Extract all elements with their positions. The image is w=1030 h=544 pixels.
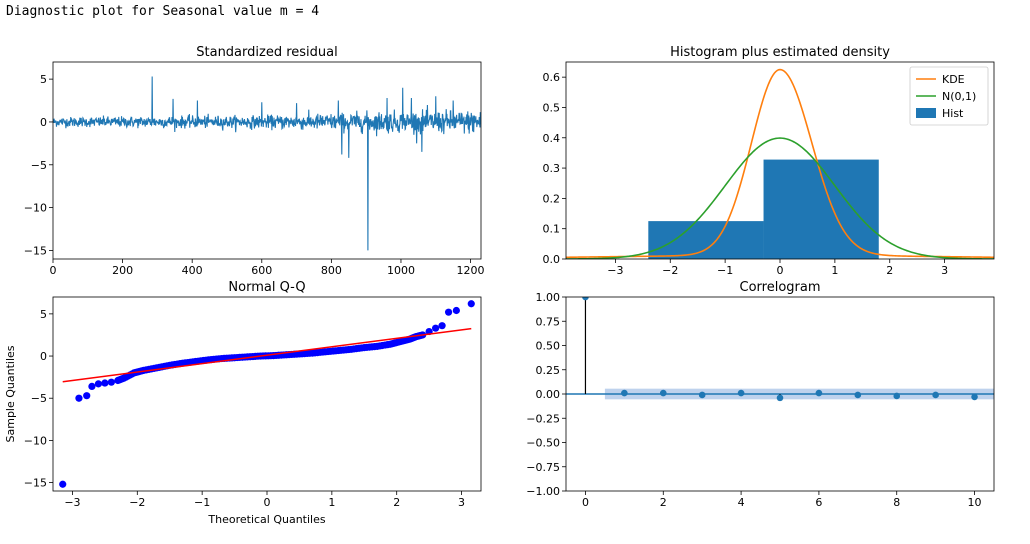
x-tick-label: −2 (662, 264, 678, 277)
y-tick-label: 1.00 (536, 291, 561, 304)
x-tick-label: 1 (831, 264, 838, 277)
qq-point (453, 307, 460, 314)
legend-label: KDE (942, 73, 965, 86)
acf-marker (855, 392, 862, 399)
x-tick-label: 2 (393, 496, 400, 509)
y-tick-label: −0.75 (526, 461, 560, 474)
qq-point (83, 392, 90, 399)
plot-frame (53, 62, 481, 259)
x-tick-label: 3 (941, 264, 948, 277)
x-tick-label: −1 (194, 496, 210, 509)
qq-point (101, 379, 108, 386)
y-tick-label: −5 (31, 159, 47, 172)
qq-point (468, 300, 475, 307)
x-tick-label: −1 (717, 264, 733, 277)
y-tick-label: 0.3 (543, 162, 561, 175)
y-tick-label: −5 (31, 392, 47, 405)
qq-reference-line (63, 329, 472, 382)
y-tick-label: −0.25 (526, 412, 560, 425)
qq-point (59, 481, 66, 488)
x-tick-label: 800 (321, 264, 342, 277)
x-tick-label: 2 (660, 496, 667, 509)
y-tick-label: −15 (24, 477, 47, 490)
y-tick-label: 5 (40, 308, 47, 321)
x-tick-label: 2 (886, 264, 893, 277)
legend-label: N(0,1) (942, 90, 976, 103)
histogram-density-panel: −3 −2 −1 0 1 2 3 0.0 0.1 0.2 0.3 0.4 0.5 0.6 Histogram… (543, 45, 995, 277)
x-tick-label: 0 (777, 264, 784, 277)
acf-marker (893, 393, 900, 400)
x-tick-label: 1 (328, 496, 335, 509)
y-tick-label: 0.50 (536, 340, 561, 353)
y-tick-label: −10 (24, 202, 47, 215)
legend-label: Hist (942, 107, 964, 120)
x-tick-label: 6 (815, 496, 822, 509)
acf-marker (660, 390, 667, 397)
y-tick-label: 5 (40, 73, 47, 86)
y-tick-label: 0.4 (543, 132, 561, 145)
qq-point (108, 379, 115, 386)
x-axis-label: Theoretical Quantiles (207, 513, 325, 526)
y-tick-label: −15 (24, 244, 47, 257)
qq-point (88, 383, 95, 390)
y-tick-label: −0.50 (526, 437, 560, 450)
y-tick-label: 0 (40, 116, 47, 129)
plot-title: Standardized residual (196, 45, 337, 60)
acf-marker (777, 395, 784, 402)
qq-point (75, 395, 82, 402)
plot-title: Histogram plus estimated density (670, 45, 890, 60)
y-tick-label: 0.6 (543, 71, 561, 84)
y-tick-label: 0.75 (536, 315, 561, 328)
acf-marker (932, 392, 939, 399)
y-tick-label: 0.25 (536, 364, 561, 377)
acf-marker (621, 390, 628, 397)
qq-point (432, 325, 439, 332)
x-tick-label: 3 (458, 496, 465, 509)
acf-marker (816, 390, 823, 397)
x-tick-label: −3 (607, 264, 623, 277)
x-tick-label: 1000 (387, 264, 415, 277)
y-axis-label: Sample Quantiles (4, 345, 17, 442)
acf-marker (738, 390, 745, 397)
x-tick-label: 400 (182, 264, 203, 277)
x-tick-label: 1200 (457, 264, 485, 277)
x-tick-label: 4 (738, 496, 745, 509)
x-tick-label: 10 (968, 496, 982, 509)
y-tick-label: 0.0 (543, 253, 561, 266)
qq-point (445, 309, 452, 316)
x-tick-label: 200 (112, 264, 133, 277)
qq-point (438, 322, 445, 329)
y-tick-label: 0.00 (536, 388, 561, 401)
histogram-bar (648, 221, 763, 259)
legend-swatch-patch (916, 108, 936, 118)
x-tick-label: −3 (64, 496, 80, 509)
residual-series-line (53, 77, 481, 251)
y-tick-label: 0 (40, 350, 47, 363)
y-tick-label: −1.00 (526, 485, 560, 498)
plot-title: Correlogram (740, 280, 821, 295)
correlogram-panel: 0 2 4 6 8 10 −1.00 −0.75 −0.50 −0.25 0.00 0.25 0.50 0… (526, 280, 994, 509)
y-tick-label: 0.5 (543, 101, 561, 114)
acf-marker (971, 394, 978, 401)
x-tick-label: −2 (129, 496, 145, 509)
acf-marker (699, 392, 706, 399)
qq-point (95, 380, 102, 387)
y-tick-label: −10 (24, 434, 47, 447)
standardized-residual-panel: 0 200 400 600 800 1000 1200 −15 −10 −5 0 5 Standardi… (24, 45, 485, 277)
x-tick-label: 0 (582, 496, 589, 509)
x-tick-label: 0 (264, 496, 271, 509)
plot-frame (53, 297, 481, 491)
y-tick-label: 0.1 (543, 223, 561, 236)
x-tick-label: 8 (893, 496, 900, 509)
plot-title: Normal Q-Q (228, 280, 305, 295)
x-tick-label: 600 (251, 264, 272, 277)
x-tick-label: 0 (50, 264, 57, 277)
y-tick-label: 0.2 (543, 192, 561, 205)
